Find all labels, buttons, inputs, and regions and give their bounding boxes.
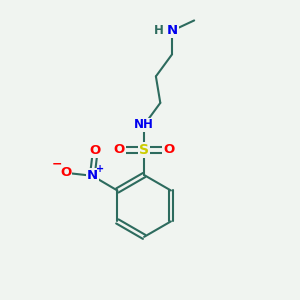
Text: S: S (139, 143, 149, 157)
Text: N: N (87, 169, 98, 182)
Text: O: O (113, 143, 125, 157)
Text: N: N (167, 24, 178, 37)
Text: −: − (52, 158, 62, 170)
Text: O: O (164, 143, 175, 157)
Text: +: + (97, 164, 105, 174)
Text: O: O (90, 144, 101, 157)
Text: NH: NH (134, 118, 154, 131)
Text: H: H (154, 24, 164, 37)
Text: O: O (60, 166, 71, 179)
